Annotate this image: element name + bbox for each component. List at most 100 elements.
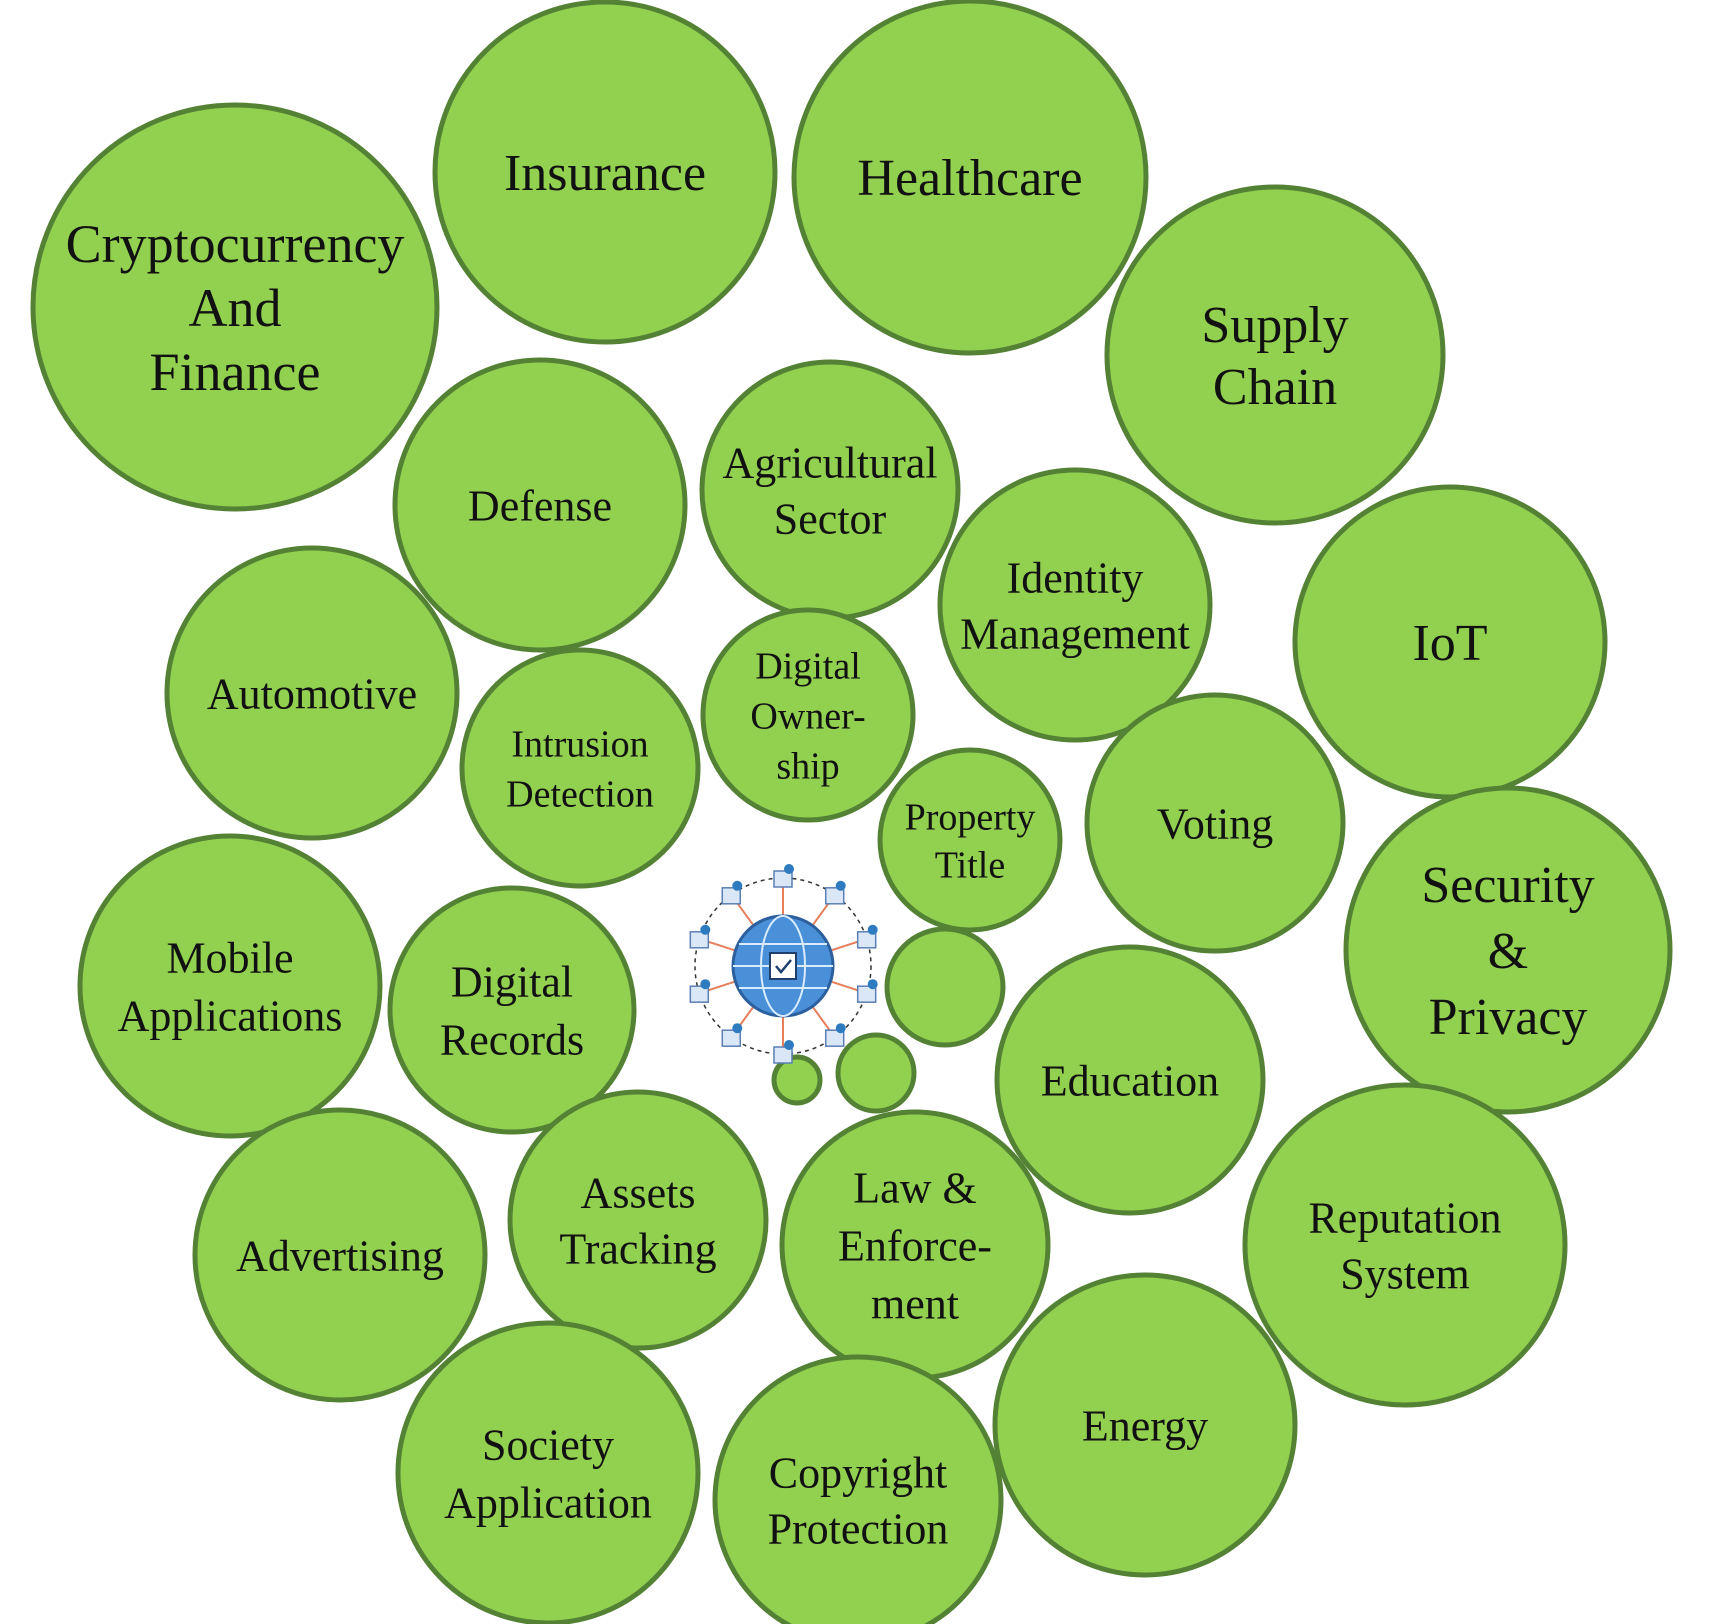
bubble-label: Cryptocurrency And Finance: [66, 214, 405, 402]
bubble-label: Digital Records: [440, 957, 584, 1064]
bubble-label: Identity Management: [960, 553, 1190, 658]
bubble-circle: [459, 647, 701, 889]
bubble-label: Education: [1041, 1056, 1219, 1105]
bubble-label: Energy: [1082, 1401, 1208, 1450]
bubble-label: Security & Privacy: [1421, 857, 1594, 1046]
bubble-cryptocurrency-and-finance: Cryptocurrency And Finance: [30, 102, 440, 512]
bubble-label: Voting: [1157, 799, 1274, 848]
bubble-label: Reputation System: [1308, 1193, 1501, 1298]
bubble-label: IoT: [1412, 615, 1487, 672]
bubble-label-line: Privacy: [1429, 989, 1588, 1046]
bubble-label-line: Security: [1421, 857, 1594, 914]
bubble-label-line: Advertising: [236, 1231, 444, 1280]
bubble-society-application: Society Application: [395, 1320, 701, 1624]
bubble-label-line: Mobile: [166, 933, 293, 982]
bubble-label-line: Supply: [1201, 297, 1348, 354]
bubble-circle: [1104, 184, 1446, 526]
bubble-circle: [77, 833, 383, 1139]
bubble-supply-chain: Supply Chain: [1104, 184, 1446, 526]
bubble-circle: [1242, 1082, 1568, 1408]
bubble-iot: IoT: [1292, 484, 1608, 800]
bubble-circle: [192, 1107, 488, 1403]
bubble-education: Education: [994, 944, 1266, 1216]
bubble-assets-tracking: Assets Tracking: [507, 1089, 769, 1351]
bubble-identity-management: Identity Management: [937, 467, 1213, 743]
bubble-label-line: System: [1340, 1249, 1470, 1298]
bubble-label-line: Defense: [468, 481, 612, 530]
bubble-label-line: Identity: [1007, 553, 1144, 602]
bubble-label-line: Detection: [506, 773, 654, 815]
bubble-label: Supply Chain: [1201, 297, 1348, 416]
bubble-label: Assets Tracking: [559, 1168, 716, 1273]
bubble-label-line: Property: [905, 796, 1036, 838]
bubble-circle: [432, 0, 778, 345]
bubble-small-bubble-2: [835, 1032, 917, 1114]
bubble-circle: [699, 359, 961, 621]
bubble-label-line: And: [189, 278, 282, 338]
bubble-label-line: Title: [935, 844, 1005, 886]
network-node-icon: [721, 1023, 743, 1047]
bubble-digital-ownership: Digital Owner-ship: [700, 607, 916, 823]
bubble-circle: [30, 102, 440, 512]
bubble-circle: [700, 607, 916, 823]
bubble-digital-records: Digital Records: [387, 885, 637, 1135]
bubble-label-line: Application: [444, 1478, 652, 1527]
bubble-label: Copyright Protection: [768, 1448, 949, 1553]
bubble-label: Law & Enforce-ment: [838, 1163, 992, 1328]
network-node-icon: [689, 979, 711, 1003]
bubble-label-line: Sector: [774, 494, 887, 543]
network-node-icon: [824, 880, 846, 905]
bubble-copyright-protection: Copyright Protection: [712, 1354, 1004, 1624]
bubble-label-line: Enforce-: [838, 1221, 992, 1270]
bubble-label-line: Tracking: [559, 1224, 716, 1273]
bubble-property-title: Property Title: [877, 747, 1063, 933]
bubble-agricultural-sector: Agricultural Sector: [699, 359, 961, 621]
bubble-security-and-privacy: Security & Privacy: [1343, 785, 1673, 1115]
bubble-law-and-enforcement: Law & Enforce-ment: [779, 1109, 1051, 1381]
bubble-circle: [937, 467, 1213, 743]
bubble-label-line: Digital: [451, 957, 573, 1006]
bubble-label-line: Cryptocurrency: [66, 214, 405, 274]
bubbles-layer: Cryptocurrency And Finance Insurance Healthc…: [30, 0, 1673, 1624]
bubble-reputation-system: Reputation System: [1242, 1082, 1568, 1408]
bubble-circle: [712, 1354, 1004, 1624]
bubble-circle: [884, 926, 1006, 1048]
bubble-circle: [994, 944, 1266, 1216]
bubble-label-line: Agricultural: [722, 438, 937, 487]
bubble-label-line: Healthcare: [857, 150, 1082, 207]
bubble-label-line: IoT: [1412, 615, 1487, 672]
bubble-circle: [507, 1089, 769, 1351]
bubble-label: Automotive: [207, 669, 417, 718]
network-node-icon: [856, 924, 878, 949]
bubble-label-line: Education: [1041, 1056, 1219, 1105]
bubble-label-line: Applications: [118, 991, 343, 1040]
bubble-advertising: Advertising: [192, 1107, 488, 1403]
bubble-circle: [164, 545, 460, 841]
bubble-energy: Energy: [992, 1272, 1298, 1578]
network-node-icon: [689, 924, 711, 949]
bubble-label-line: Chain: [1213, 359, 1337, 416]
bubble-circle: [395, 1320, 701, 1624]
bubble-circle: [992, 1272, 1298, 1578]
bubble-label-line: Reputation: [1308, 1193, 1501, 1242]
bubble-label-line: Society: [482, 1420, 614, 1469]
bubble-circle: [771, 1054, 823, 1106]
network-node-icon: [721, 880, 743, 905]
blockchain-network-icon: [689, 864, 878, 1064]
bubble-label-line: Protection: [768, 1504, 949, 1553]
bubble-label-line: Copyright: [769, 1448, 947, 1497]
bubble-label: Insurance: [504, 145, 706, 202]
bubble-label-line: Owner-: [750, 695, 865, 737]
bubble-label: Property Title: [905, 796, 1036, 886]
bubble-label-line: Voting: [1157, 799, 1274, 848]
bubble-label: Agricultural Sector: [722, 438, 937, 543]
bubble-intrusion-detection: Intrusion Detection: [459, 647, 701, 889]
bubble-defense: Defense: [392, 357, 688, 653]
bubble-label: Digital Owner-ship: [750, 645, 865, 787]
bubble-label-line: Assets: [581, 1168, 696, 1217]
bubble-label-line: Management: [960, 609, 1190, 658]
bubble-label: Intrusion Detection: [506, 723, 654, 815]
bubble-label-line: &: [1488, 923, 1528, 980]
